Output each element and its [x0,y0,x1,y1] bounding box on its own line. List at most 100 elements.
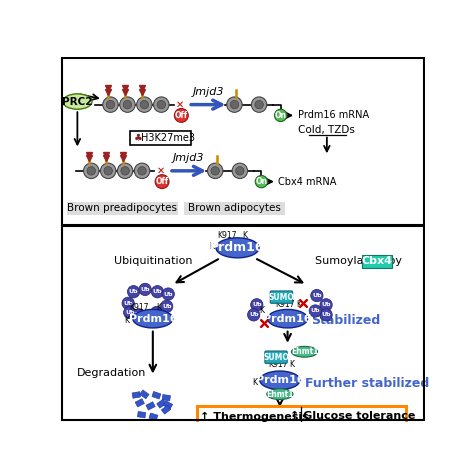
Bar [157,399,166,408]
Text: ✕: ✕ [176,100,184,109]
Circle shape [174,109,188,122]
Circle shape [121,166,129,175]
Text: Off: Off [175,111,188,120]
Circle shape [104,166,112,175]
Text: Prdm16: Prdm16 [128,314,177,324]
Text: K: K [296,301,301,310]
Circle shape [208,163,223,179]
Text: Cbx4 mRNA: Cbx4 mRNA [278,177,337,187]
Text: ↑ Glucose tolerance: ↑ Glucose tolerance [291,411,416,421]
Bar [137,411,146,418]
Text: K917: K917 [129,302,149,311]
Circle shape [255,100,264,109]
Circle shape [232,163,247,179]
Circle shape [133,309,145,321]
Circle shape [154,97,169,112]
Ellipse shape [260,371,300,390]
Bar [140,390,149,399]
Circle shape [211,166,219,175]
Circle shape [161,300,173,312]
Text: Cold, TZDs: Cold, TZDs [299,125,356,135]
Text: SUMO: SUMO [268,292,294,301]
Bar [66,201,178,215]
Text: Ub: Ub [152,310,162,315]
Text: ♣: ♣ [134,133,143,143]
Circle shape [320,299,332,311]
Bar [162,394,171,401]
Text: Sumoylation by: Sumoylation by [315,256,401,266]
Text: Ub: Ub [164,292,173,297]
Text: K: K [156,302,162,311]
Text: Further stabilized: Further stabilized [304,377,429,390]
Text: Jmjd3: Jmjd3 [173,153,205,163]
Circle shape [138,166,146,175]
Circle shape [162,288,174,300]
Text: Ub: Ub [249,312,258,317]
Text: Ub: Ub [321,312,331,317]
Text: Prdm16: Prdm16 [263,314,312,324]
Circle shape [251,97,267,112]
Bar [152,392,161,399]
Ellipse shape [216,238,259,258]
Text: Brown adipocytes: Brown adipocytes [188,203,281,213]
Circle shape [137,97,152,112]
Circle shape [139,283,151,296]
Bar [135,399,145,407]
Circle shape [320,309,332,321]
Bar [184,201,284,215]
Text: K: K [259,307,264,316]
FancyBboxPatch shape [270,291,292,303]
Bar [163,401,173,409]
Text: K917: K917 [217,231,237,240]
FancyBboxPatch shape [265,351,287,364]
Text: Ub: Ub [129,289,138,294]
Circle shape [106,100,115,109]
Circle shape [157,100,165,109]
Text: On: On [255,177,267,186]
Circle shape [123,100,132,109]
Circle shape [122,297,134,310]
Text: K: K [290,360,295,369]
Ellipse shape [267,389,293,400]
Text: On: On [274,111,287,120]
Bar [132,392,141,398]
Bar [62,226,424,420]
Text: Ub: Ub [123,301,133,306]
Text: Ub: Ub [140,287,150,292]
Ellipse shape [292,346,318,357]
Text: K: K [243,231,248,240]
Text: Brown preadipocytes: Brown preadipocytes [67,203,177,213]
Text: Ehmt1: Ehmt1 [266,390,293,399]
Text: ↑ Thermogenesis: ↑ Thermogenesis [200,411,309,421]
Text: K: K [125,317,130,326]
Circle shape [155,175,169,189]
Bar [62,58,424,225]
Text: Cbx4: Cbx4 [361,256,392,266]
Text: PRC2: PRC2 [62,97,92,107]
Circle shape [134,163,150,179]
Circle shape [251,299,263,311]
Text: Ub: Ub [312,293,321,298]
Text: Ub: Ub [252,302,262,307]
Text: Ub: Ub [321,302,331,307]
Circle shape [83,163,99,179]
Ellipse shape [267,310,308,328]
FancyBboxPatch shape [362,255,392,268]
Circle shape [128,285,140,298]
Ellipse shape [133,310,173,328]
Circle shape [247,309,260,321]
Text: Ub: Ub [310,309,320,313]
Text: Prdm16 mRNA: Prdm16 mRNA [298,110,369,120]
Ellipse shape [63,94,92,109]
Circle shape [236,166,244,175]
Bar [130,131,191,145]
Bar [149,413,158,420]
Circle shape [255,175,267,188]
Text: Stabilized: Stabilized [310,314,380,327]
Circle shape [151,306,163,319]
Text: Off: Off [155,177,169,186]
Circle shape [118,163,133,179]
FancyBboxPatch shape [197,407,406,427]
Text: Prdm16: Prdm16 [210,241,265,255]
Bar [161,405,171,414]
